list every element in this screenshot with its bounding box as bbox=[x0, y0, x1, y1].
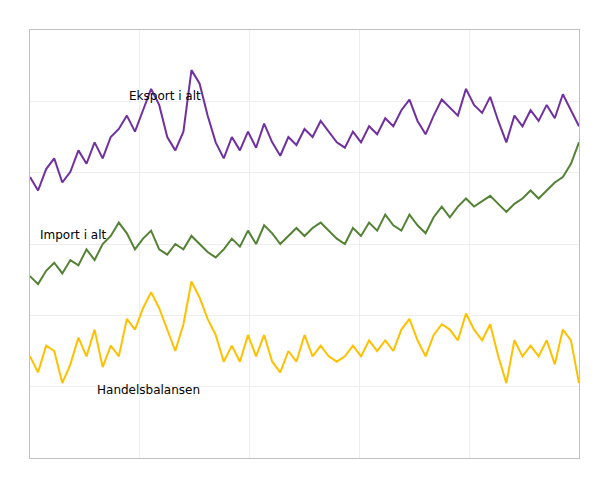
svg-text:Eksport i alt: Eksport i alt bbox=[129, 89, 201, 103]
svg-text:Import i alt: Import i alt bbox=[40, 228, 106, 242]
svg-text:Handelsbalansen: Handelsbalansen bbox=[97, 383, 200, 397]
